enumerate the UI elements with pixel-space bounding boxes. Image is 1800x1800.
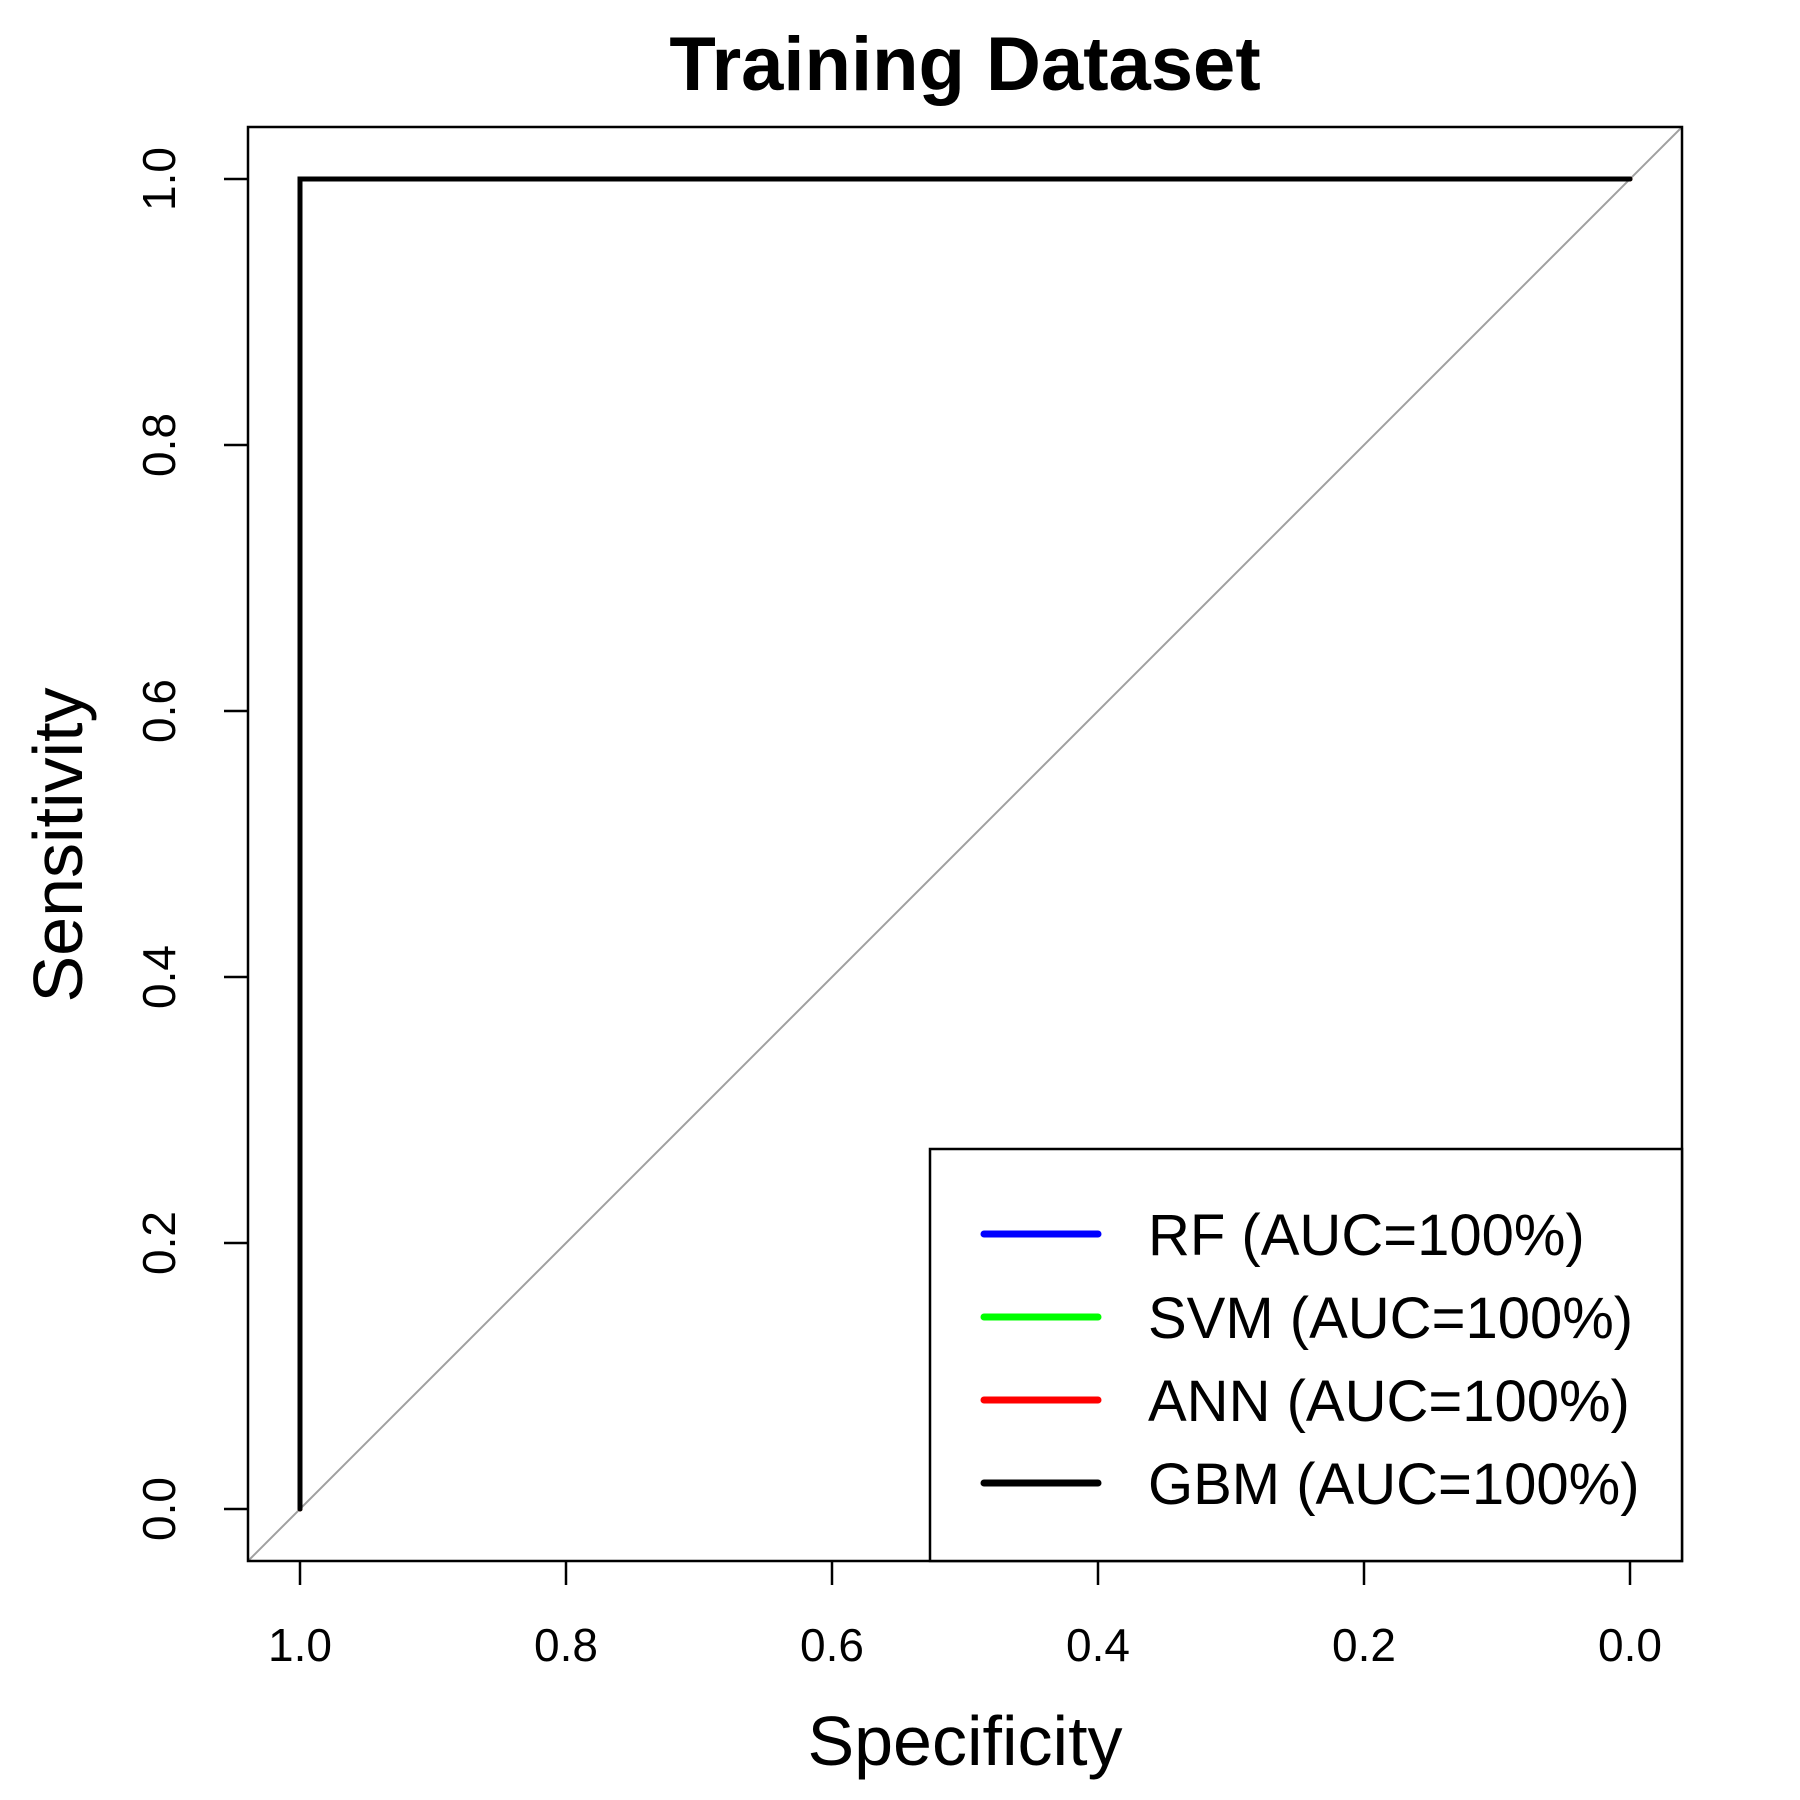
- legend: RF (AUC=100%) SVM (AUC=100%) ANN (AUC=100%…: [928, 1147, 1684, 1563]
- series-layer: [297, 176, 1633, 1512]
- x-axis: 1.0 0.8 0.6 0.4 0.2 0.0: [268, 1561, 1662, 1671]
- legend-label: GBM (AUC=100%): [1148, 1452, 1640, 1517]
- y-tick-label: 0.4: [133, 945, 185, 1009]
- x-tick-label: 1.0: [268, 1619, 332, 1671]
- reference-diagonal: [247, 126, 1683, 1562]
- legend-label: SVM (AUC=100%): [1148, 1286, 1633, 1351]
- x-tick-label: 0.8: [534, 1619, 598, 1671]
- x-tick-label: 0.4: [1066, 1619, 1130, 1671]
- x-tick-label: 0.2: [1332, 1619, 1396, 1671]
- chart-title: Training Dataset: [669, 22, 1260, 107]
- reference-diagonal-layer: [247, 126, 1683, 1562]
- legend-label: RF (AUC=100%): [1148, 1203, 1585, 1268]
- legend-box: [928, 1147, 1684, 1563]
- y-axis: 0.0 0.2 0.4 0.6 0.8 1.0: [133, 147, 248, 1541]
- roc-curve-gbm: [297, 176, 1633, 1512]
- x-axis-label: Specificity: [807, 1702, 1122, 1780]
- x-tick-label: 0.0: [1598, 1619, 1662, 1671]
- y-tick-label: 0.0: [133, 1477, 185, 1541]
- y-tick-label: 0.6: [133, 679, 185, 743]
- y-tick-label: 0.2: [133, 1211, 185, 1275]
- legend-label: ANN (AUC=100%): [1148, 1369, 1630, 1434]
- y-axis-label: Sensitivity: [19, 687, 97, 1002]
- x-tick-label: 0.6: [800, 1619, 864, 1671]
- y-tick-label: 1.0: [133, 147, 185, 211]
- y-tick-label: 0.8: [133, 413, 185, 477]
